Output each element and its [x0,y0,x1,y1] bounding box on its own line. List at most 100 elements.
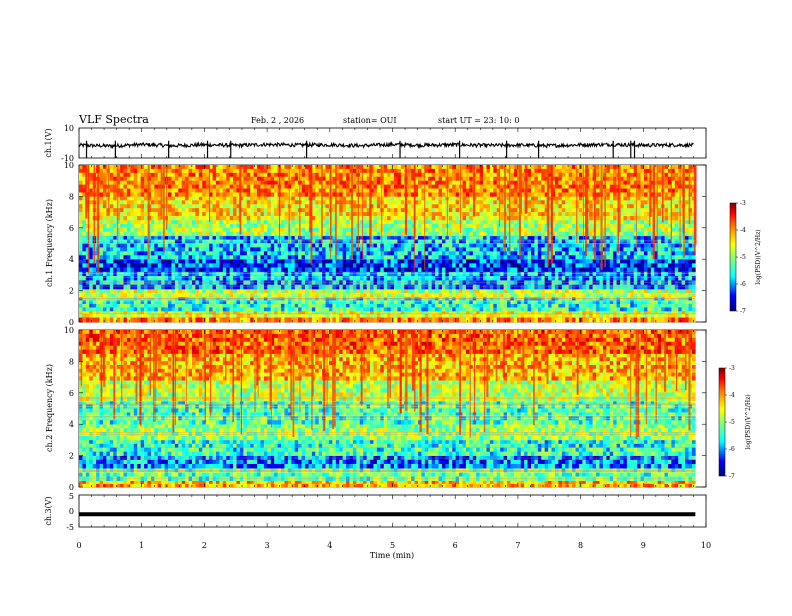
spectrogram-cell [421,289,425,293]
spectrogram-cell [500,251,504,255]
spectrogram-cell [226,304,230,308]
spectrogram-cell [675,247,679,251]
spectrogram-cell [493,251,497,255]
spectrogram-cell [391,311,395,314]
spectrogram-cell [678,251,682,255]
spectrogram-cell [353,232,357,236]
spectrogram-cell [326,236,330,240]
spectrogram-cell [514,232,518,236]
spectrogram-cell [373,263,377,267]
spectrogram-cell [627,259,631,263]
spectrogram-cell [425,228,429,232]
spectrogram-cell [288,259,292,263]
spectrogram-cell [247,244,251,248]
spectrogram-cell [682,276,686,281]
spectrogram-cell [243,220,247,224]
spectrogram-cell [247,289,251,293]
spectrogram-cell [524,220,528,224]
spectrogram-cell [257,244,261,248]
spectrogram-cell [456,196,460,200]
spectrogram-cell [274,311,278,314]
spectrogram-cell [192,268,196,272]
spectrogram-cell [442,259,446,263]
spectrogram-cell [103,289,107,293]
spectrogram-cell [370,307,374,311]
spectrogram-cell [456,251,460,255]
spectrogram-cell [151,247,155,251]
spectrogram-cell [343,263,347,267]
spectrogram-cell [353,272,357,277]
spectrogram-cell [384,276,388,281]
spectrogram-cell [651,263,655,267]
spectrogram-cell [151,289,155,293]
spectrogram-cell [360,232,364,236]
spectrogram-cell [493,307,497,311]
spectrogram-cell [514,196,518,200]
spectrogram-cell [82,289,86,293]
spectrogram-cell [425,196,429,200]
spectrogram-cell [507,268,511,272]
spectrogram-cell [165,289,169,293]
spectrogram-cell [490,247,494,251]
spectrogram-cell [565,251,569,255]
spectrogram-cell [589,247,593,251]
spectrogram-cell [593,272,597,277]
spectrogram-cell [425,289,429,293]
spectrogram-cell [346,255,350,259]
spectrogram-cell [257,276,261,281]
spectrogram-cell [630,259,634,263]
spectrogram-cell [154,224,158,228]
spectrogram-cell [490,289,494,293]
spectrogram-cell [651,311,655,314]
spectrogram-cell [130,236,134,240]
spectrogram-cell [120,200,124,204]
spectrogram-cell [589,307,593,311]
spectrogram-cell [603,317,607,322]
spectrogram-cell [113,247,117,251]
spectrogram-cell [391,268,395,272]
spectrogram-cell [195,268,199,272]
spectrogram-cell [651,268,655,272]
spectrogram-cell [117,276,121,281]
spectrogram-cell [326,268,330,272]
spectrogram-cell [688,251,692,255]
spectrogram-cell [130,255,134,259]
spectrogram-cell [534,311,538,314]
spectrogram-cell [189,289,193,293]
spectrogram-cell [623,196,627,200]
spectrogram-cell [298,289,302,293]
spectrogram-cell [219,304,223,308]
spectrogram-cell [202,251,206,255]
spectrogram-cell [336,304,340,308]
spectrogram-cell [572,232,576,236]
spectrogram-cell [93,307,97,311]
spectrogram-cell [452,244,456,248]
spectrogram-cell [538,247,542,251]
spectrogram-cell [428,196,432,200]
spectrogram-cell [661,236,665,240]
spectrogram-cell [613,236,617,240]
spectrogram-cell [658,220,662,224]
spectrogram-cell [380,272,384,277]
spectrogram-cell [226,263,230,267]
spectrogram-cell [688,276,692,281]
spectrogram-cell [202,289,206,293]
spectrogram-cell [298,251,302,255]
spectrogram-cell [144,224,148,228]
spectrogram-cell [435,268,439,272]
spectrogram-cell [469,236,473,240]
spectrogram-cell [79,255,83,259]
spectrogram-cell [127,228,131,232]
spectrogram-cell [432,220,436,224]
spectrogram-cell [439,220,443,224]
spectrogram-cell [442,276,446,281]
spectrogram-cell [613,259,617,263]
spectrogram-cell [623,289,627,293]
spectrogram-cell [452,196,456,200]
spectrogram-cell [151,311,155,314]
spectrogram-cell [620,311,624,314]
spectrogram-cell [360,251,364,255]
spectrogram-cell [377,268,381,272]
spectrogram-cell [250,307,254,311]
spectrogram-cell [195,276,199,281]
